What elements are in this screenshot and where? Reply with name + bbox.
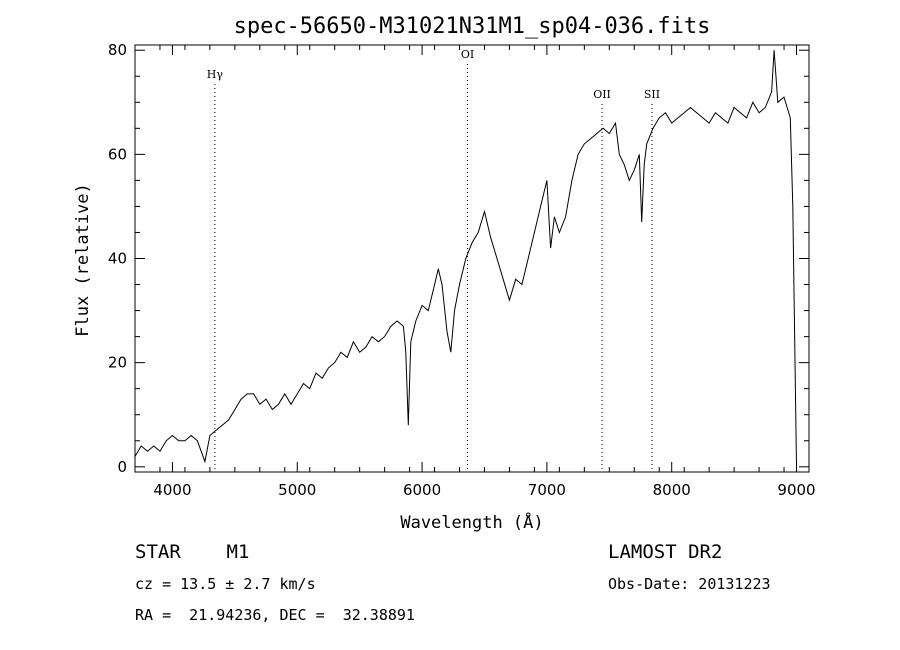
x-tick-label: 5000 bbox=[278, 481, 316, 499]
axis-ticks bbox=[134, 45, 810, 472]
x-tick-label: 6000 bbox=[403, 481, 441, 499]
y-tick-label: 0 bbox=[117, 458, 127, 476]
y-tick-label: 80 bbox=[108, 41, 127, 59]
y-tick-label: 20 bbox=[108, 354, 127, 372]
redshift-info: cz = 13.5 ± 2.7 km/s bbox=[135, 575, 316, 593]
spectrum-line bbox=[134, 50, 797, 467]
chart-title: spec-56650-M31021N31M1_sp04-036.fits bbox=[234, 14, 711, 39]
spectral-line-markers: Hγ OI OII SII bbox=[207, 48, 660, 472]
x-tick-label: 9000 bbox=[777, 481, 815, 499]
spectral-line-label: SII bbox=[644, 88, 660, 101]
spectral-line-label: OI bbox=[461, 48, 474, 61]
object-class: STAR M1 bbox=[135, 541, 249, 563]
coordinates: RA = 21.94236, DEC = 32.38891 bbox=[135, 606, 415, 624]
x-tick-label: 4000 bbox=[153, 481, 191, 499]
observation-date: Obs-Date: 20131223 bbox=[608, 575, 771, 593]
y-axis-label: Flux (relative) bbox=[73, 183, 93, 337]
x-tick-label: 7000 bbox=[528, 481, 566, 499]
spectral-line-label: Hγ bbox=[207, 68, 224, 81]
y-tick-label: 40 bbox=[108, 250, 127, 268]
y-tick-label: 60 bbox=[108, 145, 127, 163]
survey-name: LAMOST DR2 bbox=[608, 541, 722, 563]
spectral-line-label: OII bbox=[593, 88, 611, 101]
x-axis-label: Wavelength (Å) bbox=[400, 511, 543, 533]
x-tick-label: 8000 bbox=[653, 481, 691, 499]
axis-tick-labels: 4000 5000 6000 7000 8000 9000 0 20 40 60 80 bbox=[108, 41, 816, 499]
